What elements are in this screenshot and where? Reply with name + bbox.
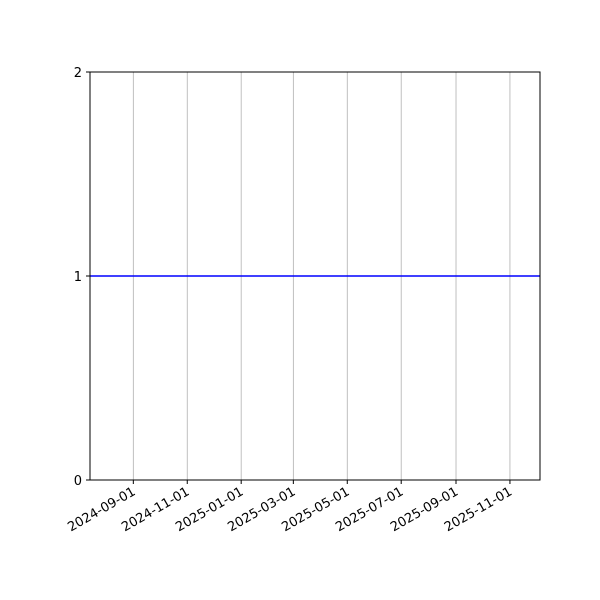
- y-tick-label: 1: [74, 270, 82, 285]
- x-axis: 2024-09-012024-11-012025-01-012025-03-01…: [65, 480, 515, 535]
- y-axis: 0 1 2: [74, 66, 90, 489]
- y-tick-label: 2: [74, 66, 82, 81]
- y-tick-label: 0: [74, 474, 82, 489]
